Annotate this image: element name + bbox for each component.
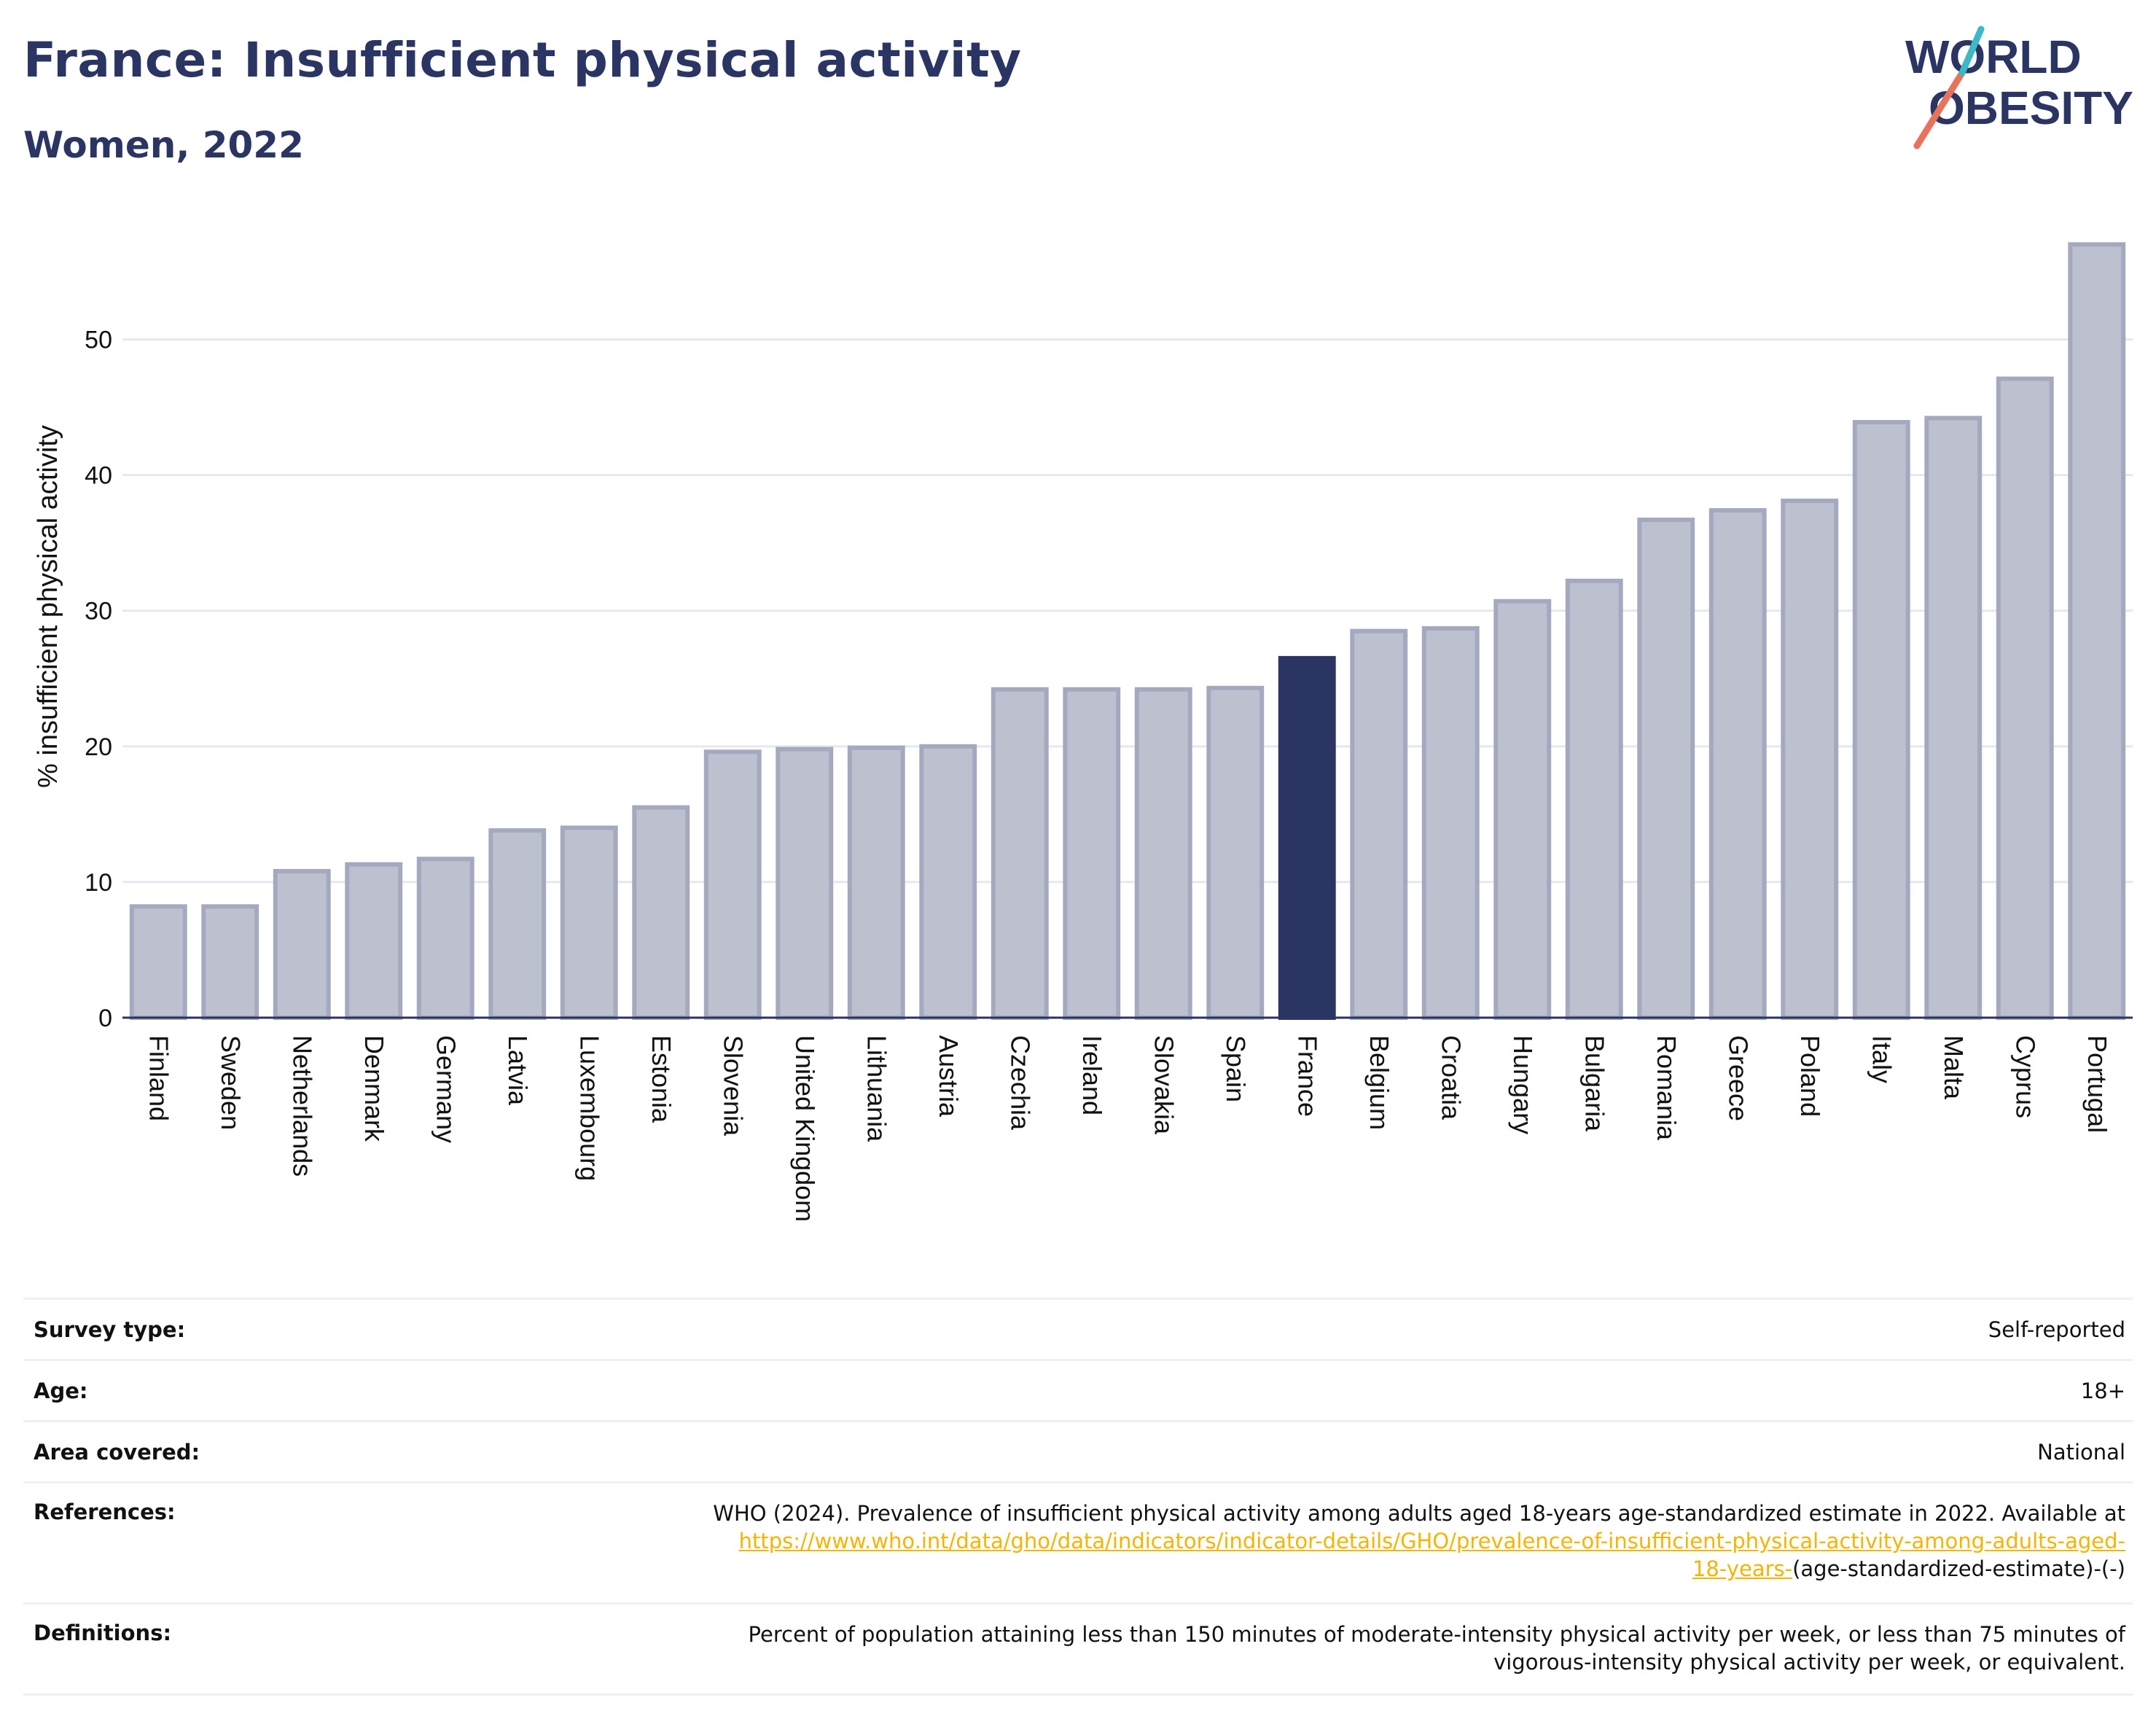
bar[interactable]	[1063, 687, 1121, 1020]
bar[interactable]	[1350, 628, 1408, 1020]
logo-slash-red	[1913, 69, 1966, 149]
references-link[interactable]: https://www.who.int/data/gho/data/indica…	[738, 1529, 2125, 1553]
x-tick-label: Romania	[1652, 1035, 1682, 1141]
x-tick-label: United Kingdom	[790, 1035, 820, 1222]
x-tick-label: Austria	[934, 1035, 964, 1118]
bar[interactable]	[1134, 687, 1192, 1020]
y-tick-label: 50	[85, 327, 112, 354]
logo-slash-teal	[1958, 26, 1985, 77]
bar[interactable]	[847, 745, 905, 1021]
bar[interactable]	[991, 687, 1049, 1020]
references-value: WHO (2024). Prevalence of insufficient p…	[713, 1500, 2133, 1583]
x-tick-label: Germany	[431, 1035, 461, 1143]
x-tick-label: Italy	[1867, 1035, 1897, 1083]
bar[interactable]	[273, 869, 331, 1021]
bar[interactable]	[703, 749, 762, 1020]
x-tick-label: Slovakia	[1149, 1035, 1179, 1135]
bar[interactable]	[1637, 518, 1695, 1020]
bar[interactable]	[560, 825, 618, 1020]
x-tick-label: Poland	[1795, 1035, 1825, 1117]
bar[interactable]	[129, 904, 187, 1020]
y-tick-label: 0	[98, 1005, 112, 1032]
area-value: National	[2037, 1439, 2125, 1465]
survey-type-label: Survey type:	[34, 1317, 186, 1342]
x-tick-label: Lithuania	[862, 1035, 891, 1142]
x-tick-label: Czechia	[1005, 1035, 1035, 1131]
x-tick-label: Bulgaria	[1579, 1035, 1609, 1132]
x-tick-label: Greece	[1723, 1035, 1753, 1121]
x-tick-label: Belgium	[1364, 1035, 1394, 1130]
age-label: Age:	[34, 1378, 88, 1403]
x-tick-label: Sweden	[216, 1035, 246, 1130]
bar[interactable]	[1565, 578, 1623, 1020]
bar-chart: 0 10 20 30 40 50 Finland Sweden Netherlands Denm…	[33, 242, 2133, 1222]
x-tick-label: Luxembourg	[574, 1035, 604, 1181]
x-tick-label: Estonia	[647, 1035, 676, 1123]
x-tick-labels: Finland Sweden Netherlands Denmark Germany La…	[144, 1035, 2112, 1222]
bar[interactable]	[632, 805, 690, 1020]
page-title: France: Insufficient physical activity	[23, 32, 1022, 88]
y-tick-label: 40	[85, 462, 112, 490]
age-value: 18+	[2080, 1378, 2125, 1403]
definitions-line-1: Percent of population attaining less tha…	[748, 1622, 2125, 1647]
definitions-row: Definitions: Percent of population attai…	[23, 1602, 2133, 1696]
x-tick-label: Netherlands	[287, 1035, 317, 1177]
x-tick-label: Finland	[144, 1035, 173, 1121]
definitions-line-2: vigorous-intensity physical activity per…	[1493, 1650, 2125, 1674]
y-tick-label: 30	[85, 598, 112, 625]
area-row: Area covered: National	[23, 1420, 2133, 1481]
x-tick-label: Slovenia	[718, 1035, 748, 1136]
definitions-value: Percent of population attaining less tha…	[749, 1621, 2133, 1676]
bar[interactable]	[776, 746, 834, 1021]
bar[interactable]	[2068, 242, 2126, 1021]
area-label: Area covered:	[34, 1439, 200, 1465]
bar[interactable]	[1996, 376, 2054, 1020]
bar[interactable]	[1206, 685, 1265, 1021]
details-table: Survey type: Self-reported Age: 18+ Area…	[23, 1298, 2133, 1696]
bars	[129, 242, 2126, 1021]
survey-type-value: Self-reported	[1988, 1317, 2125, 1342]
x-tick-label: Portugal	[2082, 1035, 2112, 1133]
x-tick-label: Denmark	[359, 1035, 389, 1142]
bar[interactable]	[1924, 416, 1983, 1020]
bar[interactable]	[345, 862, 403, 1020]
y-axis-label: % insufficient physical activity	[33, 425, 63, 788]
bar[interactable]	[1421, 625, 1480, 1020]
logo-line-1: WORLD	[1905, 31, 2082, 83]
references-tail: (age-standardized-estimate)-(-)	[1792, 1556, 2125, 1581]
y-tick-label: 20	[85, 733, 112, 761]
x-tick-label: Croatia	[1436, 1035, 1466, 1120]
bar[interactable]	[416, 857, 474, 1021]
age-row: Age: 18+	[23, 1359, 2133, 1420]
references-row: References: WHO (2024). Prevalence of in…	[23, 1481, 2133, 1602]
logo-line-2: OBESITY	[1929, 82, 2133, 134]
x-tick-label: France	[1292, 1035, 1322, 1117]
bar-highlighted[interactable]	[1278, 655, 1336, 1020]
page-subtitle: Women, 2022	[23, 124, 304, 166]
bar[interactable]	[1493, 599, 1552, 1020]
bar[interactable]	[1852, 420, 1910, 1020]
bar[interactable]	[488, 828, 547, 1020]
world-obesity-logo: WORLD OBESITY	[1905, 26, 2133, 149]
definitions-label: Definitions:	[34, 1621, 172, 1645]
references-link-continued[interactable]: 18-years-	[1692, 1556, 1793, 1581]
survey-type-row: Survey type: Self-reported	[23, 1298, 2133, 1359]
x-tick-label: Cyprus	[2010, 1035, 2040, 1118]
bar[interactable]	[919, 744, 977, 1021]
references-label: References:	[34, 1500, 176, 1524]
y-tick-label: 10	[85, 869, 112, 897]
bar[interactable]	[1708, 508, 1767, 1020]
x-tick-label: Malta	[1939, 1035, 1969, 1100]
x-tick-label: Hungary	[1508, 1035, 1538, 1134]
y-tick-labels: 0 10 20 30 40 50	[85, 327, 112, 1032]
x-tick-label: Ireland	[1077, 1035, 1107, 1115]
references-text: WHO (2024). Prevalence of insufficient p…	[713, 1501, 2125, 1526]
bar[interactable]	[201, 904, 259, 1020]
x-tick-label: Latvia	[503, 1035, 533, 1106]
bar[interactable]	[1781, 499, 1839, 1020]
x-tick-label: Spain	[1221, 1035, 1251, 1102]
